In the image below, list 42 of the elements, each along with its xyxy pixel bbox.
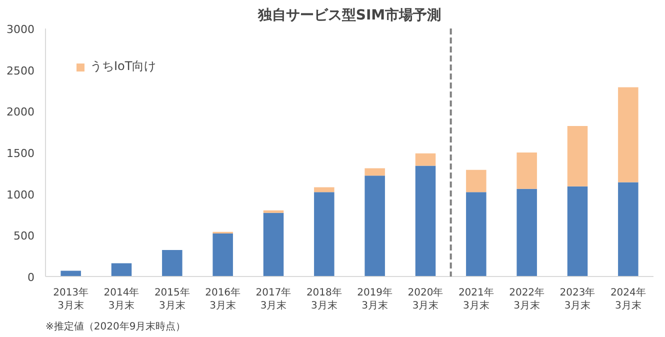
bar [567, 126, 588, 186]
bar [162, 250, 182, 276]
x-tick-label: 2024年 3月末 [610, 286, 646, 312]
bar [263, 212, 284, 276]
bar [618, 87, 638, 182]
y-tick-label: 500 [14, 230, 35, 243]
bar [111, 263, 132, 276]
bar [314, 192, 334, 276]
bar [618, 182, 638, 276]
x-tick-label: 2022年 3月末 [509, 286, 545, 312]
bar [415, 153, 436, 166]
x-tick-label: 2020年 3月末 [408, 286, 444, 312]
bar [263, 210, 284, 213]
x-tick-label: 2014年 3月末 [104, 286, 140, 312]
y-tick-label: 2500 [6, 64, 35, 78]
bar [60, 270, 81, 276]
x-tick-label: 2019年 3月末 [357, 286, 393, 312]
chart-title: 独自サービス型SIM市場予測 [256, 6, 442, 24]
y-tick-label: 1500 [6, 147, 35, 160]
bar [314, 187, 334, 192]
bar [212, 234, 233, 276]
bar [516, 188, 537, 276]
bar [466, 192, 486, 276]
bar [567, 186, 588, 276]
y-tick-label: 3000 [6, 23, 35, 36]
bar [415, 166, 436, 276]
bar [364, 176, 385, 276]
x-tick-label: 2013年 3月末 [53, 286, 89, 312]
legend-label: うちIoT向け [90, 58, 156, 75]
bar [516, 152, 537, 189]
text: ※推定値（2020年9月末時点） [46, 320, 186, 332]
y-tick-label: 1000 [6, 188, 35, 202]
x-tick-label: 2017年 3月末 [256, 286, 292, 312]
bar [364, 168, 385, 176]
x-tick-label: 2018年 3月末 [306, 286, 342, 312]
bar [466, 170, 486, 192]
x-tick-label: 2021年 3月末 [458, 286, 494, 312]
y-tick-label: 2000 [6, 106, 35, 119]
x-tick-label: 2023年 3月末 [560, 286, 596, 312]
x-tick-label: 2016年 3月末 [205, 286, 241, 312]
y-tick-label: 0 [28, 271, 34, 284]
x-tick-label: 2015年 3月末 [154, 286, 190, 312]
